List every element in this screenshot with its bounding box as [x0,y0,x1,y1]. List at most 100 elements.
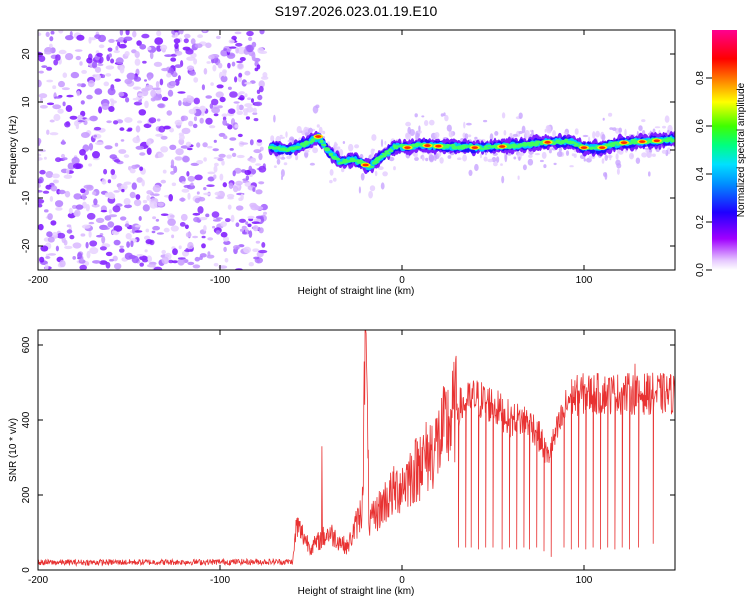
noise-blob [132,136,141,144]
noise-blob [216,84,224,89]
ridge-halo [648,171,651,177]
ridge-halo [588,136,591,143]
ridge-halo [524,130,530,138]
noise-blob [156,118,161,122]
noise-blob [99,260,108,265]
ridge-band [372,160,379,164]
noise-blob [252,248,260,252]
noise-blob [136,254,144,257]
noise-blob [155,81,160,88]
noise-blob [38,138,41,146]
noise-blob [131,182,137,190]
noise-blob [218,265,228,269]
noise-blob [177,91,186,94]
ridge-halo [608,112,613,117]
noise-blob [109,258,114,262]
noise-blob [55,245,60,252]
noise-blob [133,76,142,82]
noise-blob [129,168,136,174]
noise-blob [110,58,115,64]
noise-blob [238,104,244,111]
noise-blob [222,116,227,121]
ridge-halo [624,128,627,137]
noise-blob [86,212,96,220]
ridge-hotspot [362,163,369,167]
noise-blob [190,52,197,59]
colorbar-gradient [712,30,737,270]
noise-blob [93,198,98,206]
ridge-halo [662,125,666,129]
noise-blob [109,154,118,160]
noise-blob [187,192,191,200]
noise-blob [222,236,230,242]
noise-blob [114,263,122,270]
ridge-halo [464,133,469,140]
noise-blob [38,55,46,62]
noise-blob [89,115,98,122]
ridge-halo [304,149,310,153]
noise-blob [228,182,234,189]
colorbar: 0.0 0.2 0.4 0.6 0.8 Normalized spectral ampl… [695,30,747,277]
noise-blob [152,87,161,91]
noise-blob [141,33,150,39]
noise-blob [183,38,189,44]
ridge-halo [574,128,579,135]
noise-blob [119,127,125,131]
noise-blob [236,104,240,112]
ridge-halo [440,113,444,117]
noise-blob [252,187,256,192]
noise-blob [231,152,237,157]
noise-blob [167,89,174,97]
noise-blob [133,230,143,233]
noise-blob [147,46,152,51]
noise-blob [62,101,66,107]
noise-blob [38,183,41,188]
noise-blob [255,189,263,195]
noise-blob [152,225,161,231]
ridge-halo [368,190,373,199]
ridge-halo [380,182,385,190]
ridge-halo [479,153,482,159]
noise-blob [146,147,152,155]
ridge-halo [405,132,410,138]
noise-blob [152,184,161,193]
noise-blob [142,204,150,212]
noise-blob [101,236,106,244]
noise-blob [124,204,132,209]
noise-blob [138,216,142,221]
ridge-halo [429,119,435,126]
noise-blob [79,61,83,66]
noise-blob [194,174,203,181]
ridge-halo [405,121,411,127]
noise-blob [86,94,93,100]
noise-blob [177,75,181,81]
noise-blob [186,171,190,177]
noise-blob [146,139,152,147]
ridge-halo [424,120,429,126]
noise-blob [251,41,257,48]
noise-blob [198,196,206,202]
noise-blob [201,84,205,91]
noise-blob [205,95,212,99]
noise-blob [235,180,243,186]
noise-blob [205,213,210,218]
noise-blob [139,262,144,267]
noise-blob [254,206,264,211]
noise-blob [79,149,86,156]
noise-blob [229,46,237,49]
noise-blob [46,79,54,83]
ridge-halo [604,154,608,161]
noise-blob [170,159,175,167]
noise-blob [143,235,151,240]
ridge-halo [312,147,318,154]
y-tick-label: 0 [21,567,32,573]
noise-blob [243,246,252,254]
noise-blob [188,108,197,115]
ridge-halo [434,132,440,138]
noise-blob [239,142,249,145]
ridge-halo [642,130,646,135]
noise-blob [159,78,164,86]
noise-blob [245,175,250,181]
noise-blob [178,100,182,107]
